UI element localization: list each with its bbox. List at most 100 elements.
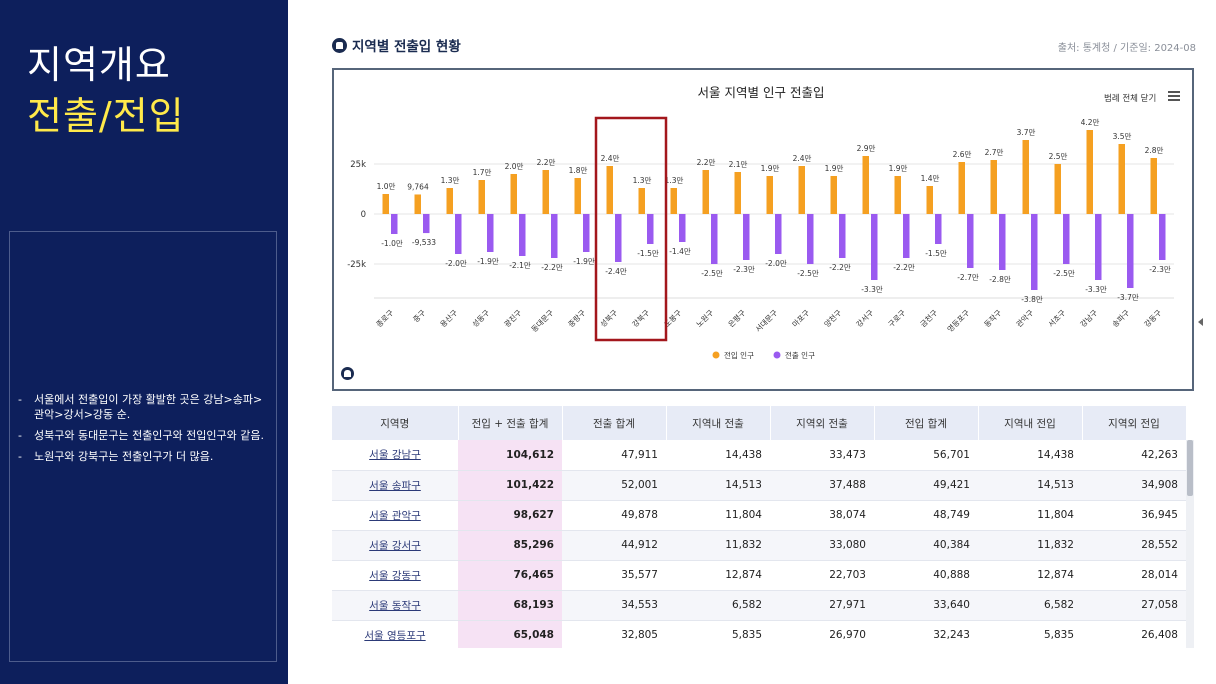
y-tick-label: 0 [361, 210, 366, 220]
data-table-container: 지역명 전입 + 전출 합계 전출 합계 지역내 전출 지역외 전출 전입 합계 지역내 전… [332, 406, 1194, 648]
value-cell: 47,911 [562, 440, 666, 471]
notes-list: 서울에서 전출입이 가장 활발한 곳은 강남>송파>관악>강서>강동 순. 성북… [18, 392, 268, 470]
region-cell: 서울 영등포구 [332, 620, 458, 648]
value-cell: 27,058 [1082, 590, 1186, 621]
x-tick-label: 강남구 [1078, 307, 1100, 329]
table-header-cell[interactable]: 지역외 전출 [770, 406, 875, 440]
x-tick-label: 강동구 [1142, 307, 1164, 329]
value-cell: 32,805 [562, 620, 666, 648]
region-link[interactable]: 서울 강서구 [369, 539, 421, 552]
table-header-cell[interactable]: 지역내 전입 [978, 406, 1083, 440]
value-cell: 40,888 [874, 560, 978, 591]
bar-out [1159, 214, 1166, 260]
x-tick-label: 중랑구 [566, 308, 587, 329]
x-tick-label: 양천구 [822, 307, 844, 329]
table-header-cell[interactable]: 지역내 전출 [666, 406, 771, 440]
table-header-cell[interactable]: 전출 합계 [562, 406, 667, 440]
region-cell: 서울 관악구 [332, 500, 458, 531]
bar-in [702, 170, 709, 214]
data-label-in: 1.9만 [889, 164, 908, 173]
value-cell: 32,243 [874, 620, 978, 648]
x-tick-label: 서초구 [1046, 308, 1067, 329]
total-cell: 101,422 [458, 470, 562, 501]
total-cell: 104,612 [458, 440, 562, 471]
region-link[interactable]: 서울 강동구 [369, 569, 421, 582]
x-tick-label: 동대문구 [530, 308, 556, 334]
bar-out [743, 214, 750, 260]
bar-out [679, 214, 686, 242]
x-tick-label: 구로구 [886, 308, 907, 329]
value-cell: 5,835 [978, 620, 1082, 648]
value-cell: 44,912 [562, 530, 666, 561]
bar-in [894, 176, 901, 214]
data-label-in: 2.2만 [537, 158, 556, 167]
data-label-out: -2.2만 [829, 263, 851, 272]
menu-icon[interactable] [1168, 91, 1180, 101]
table-row: 서울 영등포구 65,048 32,805 5,835 26,970 32,243 5,83… [332, 620, 1186, 648]
region-link[interactable]: 서울 관악구 [369, 509, 421, 522]
region-cell: 서울 강동구 [332, 560, 458, 591]
table-header-cell[interactable]: 전입 합계 [874, 406, 979, 440]
x-tick-label: 금천구 [918, 307, 940, 329]
data-label-out: -2.0만 [445, 259, 467, 268]
data-label-in: 1.7만 [473, 168, 492, 177]
legend-toggle-button[interactable]: 범례 전체 닫기 [1104, 94, 1157, 104]
chart-panel: 서울 지역별 인구 전출입 25k 0 -25k 1.0만 -1.0만 종로구 9,764 -9… [332, 68, 1194, 391]
sidebar-title: 지역개요 [27, 43, 171, 87]
value-cell: 14,438 [978, 440, 1082, 471]
x-tick-label: 성북구 [598, 308, 619, 329]
table-row: 서울 송파구 101,422 52,001 14,513 37,488 49,421 14,… [332, 470, 1186, 501]
sidebar-subtitle: 전출/전입 [27, 94, 185, 138]
bar-in [510, 174, 517, 214]
y-tick-label: -25k [347, 260, 366, 270]
x-tick-label: 강북구 [630, 307, 652, 329]
value-cell: 36,945 [1082, 500, 1186, 531]
scrollbar-thumb[interactable] [1187, 440, 1193, 496]
bar-out [487, 214, 494, 252]
value-cell: 6,582 [978, 590, 1082, 621]
region-link[interactable]: 서울 강남구 [369, 449, 421, 462]
table-header-cell[interactable]: 전입 + 전출 합계 [458, 406, 563, 440]
bar-out [1095, 214, 1102, 280]
value-cell: 34,908 [1082, 470, 1186, 501]
data-label-in: 1.3만 [665, 176, 684, 185]
table-header-cell[interactable]: 지역외 전입 [1082, 406, 1187, 440]
data-label-in: 2.4만 [601, 154, 620, 163]
x-tick-label: 성동구 [470, 308, 491, 329]
table-row: 서울 강동구 76,465 35,577 12,874 22,703 40,888 12,8… [332, 560, 1186, 591]
bar-out [999, 214, 1006, 270]
bar-out [871, 214, 878, 280]
bar-in [382, 194, 389, 214]
x-tick-label: 서대문구 [754, 308, 780, 334]
value-cell: 5,835 [666, 620, 770, 648]
x-tick-label: 마포구 [790, 308, 811, 329]
bar-out [455, 214, 462, 254]
table-row: 서울 강남구 104,612 47,911 14,438 33,473 56,701 14,… [332, 440, 1186, 471]
bar-out [711, 214, 718, 264]
value-cell: 49,878 [562, 500, 666, 531]
bar-in [478, 180, 485, 214]
data-label-in: 1.3만 [633, 176, 652, 185]
chart-title: 서울 지역별 인구 전출입 [698, 85, 825, 100]
value-cell: 22,703 [770, 560, 874, 591]
data-label-in: 2.9만 [857, 144, 876, 153]
bar-in [638, 188, 645, 214]
region-link[interactable]: 서울 영등포구 [364, 629, 426, 642]
value-cell: 12,874 [666, 560, 770, 591]
data-label-in: 1.9만 [761, 164, 780, 173]
data-label-in: 9,764 [407, 182, 429, 191]
value-cell: 28,552 [1082, 530, 1186, 561]
region-link[interactable]: 서울 송파구 [369, 479, 421, 492]
scrollbar-track[interactable] [1186, 440, 1194, 648]
chevron-left-icon[interactable] [1198, 318, 1203, 326]
data-label-out: -1.5만 [637, 249, 659, 258]
sidebar: 지역개요 전출/전입 서울에서 전출입이 가장 활발한 곳은 강남>송파>관악>… [0, 0, 288, 684]
table-header-cell[interactable]: 지역명 [332, 406, 459, 440]
home-icon [332, 37, 347, 53]
value-cell: 27,971 [770, 590, 874, 621]
data-label-in: 2.5만 [1049, 152, 1068, 161]
data-label-out: -1.0만 [381, 239, 403, 248]
region-link[interactable]: 서울 동작구 [369, 599, 421, 612]
